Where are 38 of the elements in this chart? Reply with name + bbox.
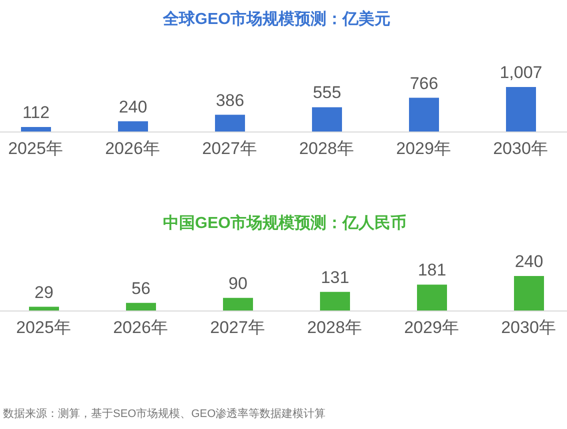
bar [320,292,350,311]
bar [20,126,50,132]
data-label: 386 [215,90,244,110]
x-tick-label: 2026年 [104,139,160,158]
x-tick-label: 2027年 [202,139,256,158]
data-label: 131 [321,268,350,287]
bar [514,276,544,311]
source-note: 数据来源：测算，基于SEO市场规模、GEO渗透率等数据建模计算 [3,407,326,421]
x-tick-label: 2025年 [8,139,62,158]
data-label: 240 [515,252,544,271]
x-tick-label: 2025年 [16,318,72,338]
data-label: 112 [22,102,50,122]
data-label: 240 [118,97,147,116]
bar [126,302,156,311]
x-tick-label: 2027年 [210,318,266,338]
bar [408,98,438,132]
x-tick-label: 2028年 [307,318,362,338]
data-label: 1,007 [499,63,542,82]
x-tick-label: 2030年 [501,318,556,338]
data-label: 555 [312,83,341,102]
bar [214,114,244,132]
bar [223,298,254,311]
x-tick-label: 2029年 [404,318,460,338]
data-label: 90 [228,274,248,293]
x-tick-label: 2028年 [298,139,354,158]
bar [312,107,342,132]
x-tick-label: 2029年 [396,139,450,158]
chart-title: 中国GEO市场规模预测：亿人民币 [163,214,407,234]
data-label: 56 [132,278,151,298]
data-label: 29 [34,282,54,302]
chart-title: 全球GEO市场规模预测：亿美元 [163,10,391,30]
x-tick-label: 2030年 [492,139,548,158]
x-tick-label: 2026年 [113,318,168,338]
bar [506,87,536,132]
data-label: 181 [418,260,446,280]
bar [417,284,448,311]
bar [118,121,148,132]
data-label: 766 [409,74,438,93]
